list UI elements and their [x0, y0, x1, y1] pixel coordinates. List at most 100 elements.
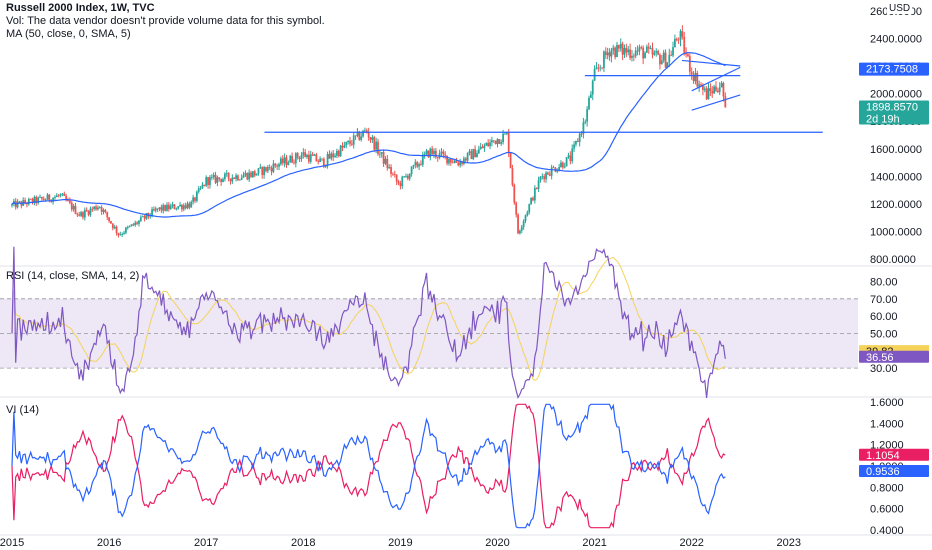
y-tick-label: 30.00 [870, 363, 898, 375]
candle-body [285, 157, 288, 165]
candle-body [657, 51, 659, 55]
candle-body [496, 139, 499, 145]
candle-body [255, 173, 258, 176]
candle-body [326, 154, 329, 165]
candle-body [722, 83, 725, 97]
candle-body [423, 153, 426, 155]
candle-body [182, 205, 185, 210]
candle-body [209, 177, 211, 185]
candle-body [677, 39, 680, 41]
candle-body [138, 220, 140, 224]
candle-body [459, 161, 462, 166]
candle-body [83, 210, 86, 218]
currency-label: USD [887, 3, 913, 14]
candle-body [629, 49, 631, 58]
candle-body [153, 209, 155, 211]
candle-body [705, 88, 708, 100]
candle-body [687, 54, 689, 57]
candle-body [39, 196, 41, 198]
candle-body [688, 56, 691, 72]
candle-body [231, 177, 234, 182]
candle-body [334, 155, 336, 158]
candle-body [388, 167, 391, 169]
candle-body [33, 196, 36, 203]
candle-body [293, 162, 295, 164]
candle-body [470, 151, 473, 160]
candle-body [93, 206, 96, 210]
candle-body [474, 149, 476, 158]
candle-body [438, 153, 441, 158]
candle-body [550, 167, 553, 176]
candle-body [502, 133, 505, 143]
candle-body [139, 217, 142, 221]
candle-body [535, 187, 538, 189]
candle-body [575, 140, 577, 145]
volume-note: Vol: The data vendor doesn't provide vol… [6, 15, 325, 27]
candle-body [117, 232, 120, 236]
candle-body [416, 162, 419, 167]
candle-body [455, 160, 458, 163]
candle-body [179, 204, 181, 207]
candle-body [111, 223, 114, 229]
candle-body [126, 227, 129, 228]
candle-body [526, 212, 529, 216]
candle-body [149, 215, 152, 217]
candle-body [332, 153, 335, 158]
candle-body [393, 174, 396, 175]
candle-body [46, 194, 49, 200]
candle-body [300, 155, 303, 159]
candle-body [558, 167, 561, 171]
candle-body [274, 163, 277, 166]
candle-body [681, 31, 684, 37]
candle-body [268, 166, 271, 168]
candle-body [461, 161, 463, 164]
candle-body [356, 131, 359, 136]
y-tick-label: 1200.0000 [870, 199, 922, 211]
candle-body [287, 162, 290, 165]
candle-body [251, 171, 254, 177]
candle-body [414, 162, 417, 166]
candle-body [76, 213, 79, 215]
x-tick-label: 2016 [97, 537, 121, 549]
candle-body [548, 174, 551, 176]
candle-body [563, 166, 566, 168]
candle-body [169, 205, 172, 210]
candle-body [552, 167, 555, 169]
candle-body [532, 197, 534, 201]
candle-body [679, 31, 682, 40]
trendline [691, 94, 741, 111]
candle-body [227, 173, 230, 179]
y-tick-label: 1000.0000 [870, 227, 922, 239]
candle-body [673, 38, 676, 48]
grid-layer [0, 265, 932, 536]
candle-body [408, 174, 411, 179]
candle-body [616, 44, 618, 58]
candle-body [100, 206, 103, 212]
candle-body [42, 198, 45, 200]
candle-body [263, 167, 265, 176]
candle-body [556, 170, 559, 172]
candle-body [91, 208, 94, 210]
candle-body [434, 150, 437, 158]
candle-body [462, 158, 465, 164]
candle-body [569, 155, 572, 162]
candle-body [37, 197, 40, 203]
candle-body [156, 208, 159, 210]
candle-body [104, 209, 107, 212]
candle-body [308, 154, 310, 162]
candle-body [716, 90, 719, 93]
candle-body [24, 200, 26, 204]
candle-body [166, 204, 168, 211]
candle-body [543, 176, 546, 180]
candle-body [358, 131, 361, 140]
candle-body [266, 166, 269, 172]
candle-body [80, 212, 82, 216]
candle-body [317, 161, 320, 163]
candle-body [672, 47, 674, 56]
candle-body [59, 194, 62, 196]
candle-body [395, 174, 398, 182]
candle-body [29, 198, 32, 200]
candle-body [378, 153, 381, 155]
rsi-ma-line [11, 256, 726, 381]
